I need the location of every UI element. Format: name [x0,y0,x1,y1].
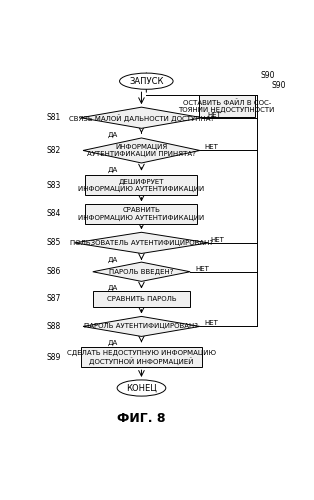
Text: S87: S87 [46,294,61,303]
Text: НЕТ: НЕТ [207,112,221,117]
Text: ПАРОЛЬ ВВЕДЕН?: ПАРОЛЬ ВВЕДЕН? [109,268,174,275]
Text: НЕТ: НЕТ [205,144,219,150]
Text: ДА: ДА [107,167,117,173]
Polygon shape [93,262,190,281]
Text: ДА: ДА [107,132,117,138]
Text: S90: S90 [272,80,286,90]
Text: S90: S90 [261,71,275,80]
Text: ДА: ДА [107,258,117,264]
Text: НЕТ: НЕТ [195,266,209,272]
Bar [199,95,255,118]
Text: ПАРОЛЬ АУТЕНТИФИЦИРОВАН?: ПАРОЛЬ АУТЕНТИФИЦИРОВАН? [84,324,198,330]
Polygon shape [74,232,208,254]
Text: НЕТ: НЕТ [211,237,225,243]
Text: ДЕШИФРУЕТ
ИНФОРМАЦИЮ АУТЕНТИФИКАЦИИ: ДЕШИФРУЕТ ИНФОРМАЦИЮ АУТЕНТИФИКАЦИИ [78,178,205,192]
Ellipse shape [120,73,173,90]
Bar [81,347,202,367]
Text: S81: S81 [46,114,61,122]
Text: S86: S86 [46,267,61,276]
Bar [93,290,190,307]
Text: ОСТАВИТЬ ФАЙЛ В СОС-
ТОЯНИИ НЕДОСТУПНОСТИ: ОСТАВИТЬ ФАЙЛ В СОС- ТОЯНИИ НЕДОСТУПНОСТ… [178,100,275,113]
Text: СВЯЗЬ МАЛОЙ ДАЛЬНОСТИ ДОСТУПНА?: СВЯЗЬ МАЛОЙ ДАЛЬНОСТИ ДОСТУПНА? [69,114,214,122]
Text: ФИГ. 8: ФИГ. 8 [117,412,166,426]
Text: НЕТ: НЕТ [205,320,219,326]
Polygon shape [83,138,200,163]
Text: СРАВНИТЬ ПАРОЛЬ: СРАВНИТЬ ПАРОЛЬ [107,296,176,302]
Polygon shape [83,316,200,336]
Text: S89: S89 [46,352,61,362]
Text: ИНФОРМАЦИЯ
АУТЕНТИФИКАЦИИ ПРИНЯТА?: ИНФОРМАЦИЯ АУТЕНТИФИКАЦИИ ПРИНЯТА? [87,144,196,157]
Text: ПОЛЬЗОВАТЕЛЬ АУТЕНТИФИЦИРОВАН?: ПОЛЬЗОВАТЕЛЬ АУТЕНТИФИЦИРОВАН? [70,240,213,246]
Text: КОНЕЦ: КОНЕЦ [126,384,157,392]
Ellipse shape [117,380,166,396]
Text: ЗАПУСК: ЗАПУСК [129,76,164,86]
Polygon shape [81,107,202,128]
Text: S83: S83 [46,180,61,190]
Text: СРАВНИТЬ
ИНФОРМАЦИЮ АУТЕНТИФИКАЦИИ: СРАВНИТЬ ИНФОРМАЦИЮ АУТЕНТИФИКАЦИИ [78,208,205,220]
Text: S88: S88 [46,322,61,331]
Bar [85,204,198,224]
Text: S85: S85 [46,238,61,248]
Text: S82: S82 [46,146,61,155]
Text: ДА: ДА [107,285,117,292]
Bar [85,176,198,195]
Text: СДЕЛАТЬ НЕДОСТУПНУЮ ИНФОРМАЦИЮ
ДОСТУПНОЙ ИНФОРМАЦИЕЙ: СДЕЛАТЬ НЕДОСТУПНУЮ ИНФОРМАЦИЮ ДОСТУПНОЙ… [67,350,216,365]
Text: ДА: ДА [107,340,117,346]
Text: S84: S84 [46,210,61,218]
